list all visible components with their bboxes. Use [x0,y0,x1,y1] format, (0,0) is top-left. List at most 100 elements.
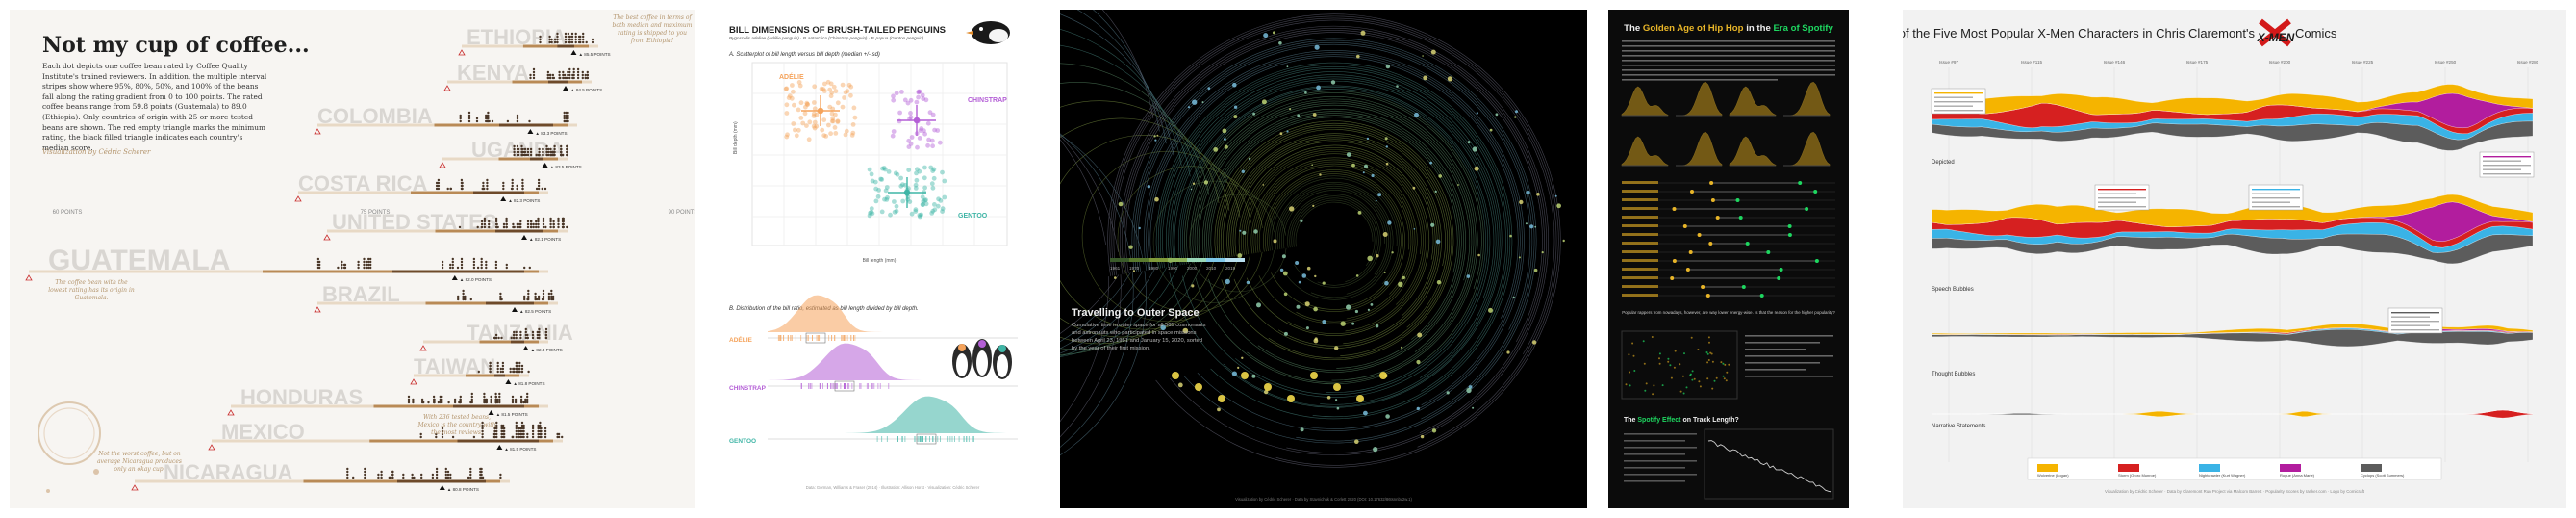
scatter-point [807,119,813,125]
space-legend-swatch [1168,258,1187,262]
space-astronaut-dot [1366,137,1370,141]
coffee-bean-dot [532,70,536,74]
coffee-median-label: ▲ 80.8 POINTS [447,487,479,492]
space-astronaut-dot [1416,359,1421,365]
coffee-bean-dot [435,467,439,471]
coffee-bean-dot [518,429,520,433]
coffee-bean-dot [531,429,535,433]
xmen-legend-swatch [2118,464,2139,472]
space-astronaut-dot [1467,141,1471,144]
coffee-bean-dot [568,35,571,39]
space-astronaut-dot [1434,190,1437,194]
coffee-bean-dot [419,435,422,439]
coffee-bean-dot [498,401,501,404]
space-astronaut-dot [1312,113,1317,117]
scatter-point [852,115,858,120]
space-astronaut-dot [1314,274,1317,278]
coffee-bean-dot [570,32,574,36]
coffee-bean-dot [516,144,519,148]
coffee-bean-dot [435,476,439,479]
scatter-point [917,213,922,218]
coffee-bean-dot [460,257,464,261]
space-astronaut-dot [1562,239,1565,243]
scatter-point [802,111,808,117]
ratio-boxplot [805,332,826,344]
hiphop-energy-point [1653,384,1655,387]
coffee-bean-dot [514,398,518,401]
penguins-y-label: Bill depth (mm) [733,121,739,154]
hiphop-artist-label-bar [1622,190,1658,193]
space-ring [1265,171,1403,310]
hiphop-energy-point [1707,359,1710,361]
coffee-bean-dot [567,35,570,39]
space-astronaut-dot [1233,105,1238,109]
space-astronaut-dot [1114,276,1117,279]
coffee-bean-dot [459,395,462,399]
xmen-annotation-text-line [1934,110,1983,112]
coffee-bean-dot [316,266,320,270]
space-astronaut-dot [1398,281,1403,287]
coffee-bean-dot [519,222,522,226]
coffee-bean-dot [526,392,529,396]
coffee-bean-dot [523,266,526,270]
scatter-point [798,116,804,120]
coffee-title: Not my cup of coffee... [42,33,310,58]
hiphop-energy-point [1644,389,1647,392]
hiphop-energy-point [1642,340,1645,343]
space-astronaut-dot [1296,304,1301,309]
hiphop-spotify-text-line [1624,480,1685,482]
coffee-bean-dot [391,473,394,477]
coffee-bean-dot [496,364,499,368]
space-astronaut-dot [1295,261,1300,265]
coffee-bean-dot [562,70,565,74]
coffee-bean-dot [524,327,527,331]
coffee-bean-dot [511,181,514,185]
xmen-stream-layer [1931,84,2534,116]
space-astronaut-dot [1203,180,1209,185]
coffee-bean-dot [494,220,498,223]
coffee-bean-dot [449,263,452,267]
coffee-bean-dot [526,398,529,401]
hiphop-artist-label-bar [1622,276,1658,279]
space-ring [1133,39,1535,442]
coffee-bean-dot [449,266,452,270]
coffee-bean-dot [566,117,568,120]
coffee-bean-dot [503,427,506,430]
coffee-bean-dot [480,222,484,226]
xmen-annotation-text-line [1934,92,1983,94]
scatter-point [929,138,935,143]
hiphop-energy-point [1711,360,1714,363]
space-astronaut-dot [1225,278,1230,285]
coffee-bean-dot [366,263,368,267]
coffee-bean-dot [574,40,577,44]
space-ring [1281,188,1387,275]
space-astronaut-dot [1346,304,1351,310]
coffee-bean-dot [494,398,497,401]
coffee-bean-dot [412,398,415,401]
coffee-bean-dot [584,76,587,80]
coffee-bean-dot [357,263,360,267]
coffee-bean-dot [561,222,565,226]
coffee-bean-dot [534,295,537,298]
space-ring [1149,56,1519,319]
coffee-axis-tick: 75 POINTS [361,210,391,216]
hiphop-question: Popular rappers from nowadays, however, … [1622,310,1835,315]
coffee-credit: Visualization by Cédric Scherer [42,148,151,156]
coffee-bean-dot [391,470,394,474]
coffee-bean-dot [544,336,547,340]
coffee-bean-dot [441,266,444,270]
space-ring [1166,71,1503,408]
hiphop-spotify-dot [1787,224,1792,228]
coffee-bean-dot [346,473,349,477]
coffee-bean-dot [537,298,541,301]
scatter-point [932,127,937,133]
space-ring [1122,28,1547,453]
coffee-bean-dot [549,225,552,229]
space-astronaut-dot [1438,174,1442,178]
coffee-bean-dot [500,432,503,436]
space-legend-year: 2000 [1187,266,1198,271]
coffee-bean-dot [526,401,529,404]
coffee-bean-dot [581,76,584,80]
coffee-bean-dot [549,222,552,226]
space-highlight-dot [1241,372,1249,379]
